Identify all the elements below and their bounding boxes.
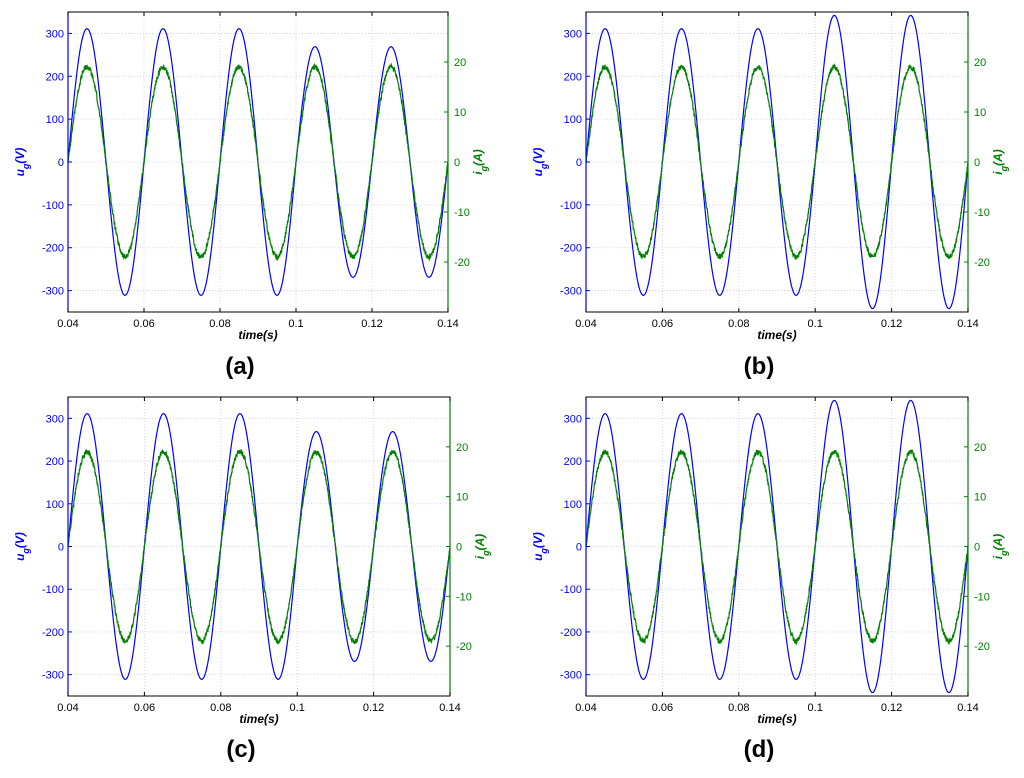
y-left-tick-label: -200 [560, 243, 582, 255]
y-left-tick-label: 300 [46, 28, 64, 40]
y-left-tick-label: -300 [42, 670, 64, 682]
x-tick-label: 0.06 [652, 318, 673, 330]
y-right-tick-label: 10 [974, 107, 986, 119]
x-tick-label: 0.12 [881, 318, 902, 330]
panel-label: (d) [744, 736, 775, 763]
y-left-tick-label: 100 [564, 499, 582, 511]
y-right-tick-label: -10 [974, 207, 990, 219]
y-right-axis-title: ig(A) [991, 149, 1009, 175]
panel-label: (c) [226, 736, 255, 763]
y-right-tick-label: 20 [974, 57, 986, 69]
y-left-tick-label: 0 [576, 157, 582, 169]
y-left-tick-label: -100 [42, 584, 64, 596]
x-tick-label: 0.12 [361, 318, 382, 330]
y-right-tick-label: 10 [454, 107, 466, 119]
y-right-tick-label: 20 [454, 57, 466, 69]
y-left-tick-label: 0 [576, 542, 582, 554]
x-tick-label: 0.14 [957, 318, 978, 330]
x-axis-title: time(s) [757, 328, 796, 342]
panel-b: 0.04 0.06 0.08 0.1 0.12 0.143002001000-100-20… [531, 11, 1009, 380]
series-ig-line [585, 63, 969, 260]
series-ig-line [67, 62, 449, 262]
panel-c: 0.04 0.06 0.08 0.1 0.12 0.143002001000-100-20… [13, 396, 491, 763]
y-right-tick-label: 0 [456, 542, 462, 554]
y-left-tick-label: 0 [58, 542, 64, 554]
x-tick-label: 0.04 [57, 702, 78, 714]
x-tick-label: 0.14 [957, 702, 978, 714]
y-left-tick-label: -200 [42, 243, 64, 255]
y-right-tick-label: 20 [456, 442, 468, 454]
y-right-tick-label: 0 [974, 542, 980, 554]
x-tick-label: 0.1 [808, 702, 823, 714]
y-left-tick-label: -300 [560, 286, 582, 298]
x-tick-label: 0.04 [57, 318, 78, 330]
x-tick-label: 0.1 [290, 702, 305, 714]
y-right-tick-label: -10 [456, 591, 472, 603]
y-right-tick-label: -20 [974, 641, 990, 653]
y-left-tick-label: 100 [564, 114, 582, 126]
y-left-tick-label: -200 [42, 627, 64, 639]
x-tick-label: 0.12 [881, 702, 902, 714]
y-left-axis-title: ug(V) [531, 532, 549, 561]
y-right-tick-label: -20 [454, 257, 470, 269]
panel-label: (b) [744, 353, 775, 380]
y-left-axis-title: ug(V) [13, 148, 31, 177]
y-left-tick-label: 200 [46, 456, 64, 468]
y-left-tick-label: 200 [46, 71, 64, 83]
y-right-tick-label: -20 [974, 257, 990, 269]
x-tick-label: 0.08 [728, 318, 749, 330]
y-left-tick-label: 300 [564, 28, 582, 40]
y-right-axis-title: ig(A) [471, 149, 489, 175]
x-tick-label: 0.08 [210, 702, 231, 714]
panel-label: (a) [225, 353, 254, 380]
x-tick-label: 0.1 [288, 318, 303, 330]
x-tick-label: 0.04 [575, 702, 596, 714]
y-left-tick-label: 200 [564, 71, 582, 83]
y-left-axis-title: ug(V) [13, 532, 31, 561]
y-right-tick-label: -20 [456, 641, 472, 653]
y-right-axis-title: ig(A) [991, 534, 1009, 560]
y-left-tick-label: 0 [58, 157, 64, 169]
x-tick-label: 0.06 [134, 702, 155, 714]
x-tick-label: 0.08 [209, 318, 230, 330]
y-left-tick-label: 200 [564, 456, 582, 468]
x-axis-title: time(s) [757, 712, 796, 726]
y-left-tick-label: -100 [560, 200, 582, 212]
x-axis-title: time(s) [239, 712, 278, 726]
series-ig-line [67, 448, 451, 645]
series-ig-line [585, 449, 969, 646]
y-right-tick-label: -10 [454, 207, 470, 219]
y-left-tick-label: -300 [560, 670, 582, 682]
y-right-tick-label: 10 [456, 492, 468, 504]
y-left-tick-label: 300 [46, 413, 64, 425]
panel-a: 0.04 0.06 0.08 0.1 0.12 0.143002001000-100-20… [13, 11, 489, 380]
x-tick-label: 0.14 [437, 318, 458, 330]
y-right-axis-title: ig(A) [473, 534, 491, 560]
x-axis-title: time(s) [238, 328, 277, 342]
x-tick-label: 0.06 [133, 318, 154, 330]
x-tick-label: 0.12 [363, 702, 384, 714]
x-tick-label: 0.06 [652, 702, 673, 714]
y-left-tick-label: 100 [46, 499, 64, 511]
y-left-axis-title: ug(V) [531, 148, 549, 177]
y-right-tick-label: 20 [974, 442, 986, 454]
x-tick-label: 0.14 [439, 702, 460, 714]
panel-d: 0.04 0.06 0.08 0.1 0.12 0.143002001000-100-20… [531, 396, 1009, 763]
y-right-tick-label: 10 [974, 492, 986, 504]
y-left-tick-label: -200 [560, 627, 582, 639]
y-left-tick-label: 300 [564, 413, 582, 425]
y-right-tick-label: -10 [974, 591, 990, 603]
y-right-tick-label: 0 [974, 157, 980, 169]
x-tick-label: 0.04 [575, 318, 596, 330]
y-left-tick-label: 100 [46, 114, 64, 126]
y-left-tick-label: -100 [560, 584, 582, 596]
x-tick-label: 0.08 [728, 702, 749, 714]
x-tick-label: 0.1 [808, 318, 823, 330]
y-right-tick-label: 0 [454, 157, 460, 169]
y-left-tick-label: -100 [42, 200, 64, 212]
y-left-tick-label: -300 [42, 286, 64, 298]
